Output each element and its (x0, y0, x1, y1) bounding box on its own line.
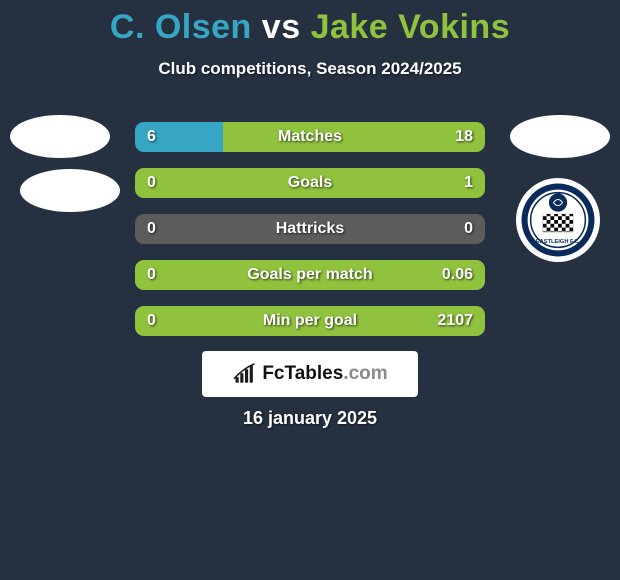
stat-value-right: 2107 (437, 306, 473, 336)
stat-row: 6Matches18 (135, 122, 485, 152)
player1-club-placeholder (20, 169, 120, 212)
player1-photo-placeholder (10, 115, 110, 158)
stat-value-right: 0 (464, 214, 473, 244)
player2-name: Jake Vokins (311, 8, 511, 46)
player2-photo-placeholder (510, 115, 610, 158)
stat-label: Goals (135, 168, 485, 198)
stat-label: Min per goal (135, 306, 485, 336)
player2-club-badge: EASTLEIGH F.C. (516, 178, 600, 262)
stat-label: Matches (135, 122, 485, 152)
stat-label: Goals per match (135, 260, 485, 290)
comparison-title: C. Olsen vs Jake Vokins (0, 0, 620, 47)
player1-name: C. Olsen (110, 8, 252, 46)
svg-text:EASTLEIGH F.C.: EASTLEIGH F.C. (536, 239, 581, 245)
brand-chart-icon (232, 363, 258, 385)
stat-row: 0Goals per match0.06 (135, 260, 485, 290)
stat-value-right: 18 (455, 122, 473, 152)
stat-value-right: 0.06 (442, 260, 473, 290)
stat-row: 0Hattricks0 (135, 214, 485, 244)
stat-row: 0Min per goal2107 (135, 306, 485, 336)
brand-rest: .com (343, 363, 387, 384)
stat-label: Hattricks (135, 214, 485, 244)
eastleigh-badge-icon: EASTLEIGH F.C. (520, 182, 596, 258)
vs-text: vs (262, 8, 301, 46)
subtitle: Club competitions, Season 2024/2025 (0, 59, 620, 79)
brand-badge: FcTables.com (202, 351, 418, 397)
brand-text: FcTables.com (262, 363, 387, 385)
stat-row: 0Goals1 (135, 168, 485, 198)
brand-bold: FcTables (262, 363, 343, 384)
stat-value-right: 1 (464, 168, 473, 198)
stat-rows: 6Matches180Goals10Hattricks00Goals per m… (135, 122, 485, 352)
snapshot-date: 16 january 2025 (0, 408, 620, 429)
